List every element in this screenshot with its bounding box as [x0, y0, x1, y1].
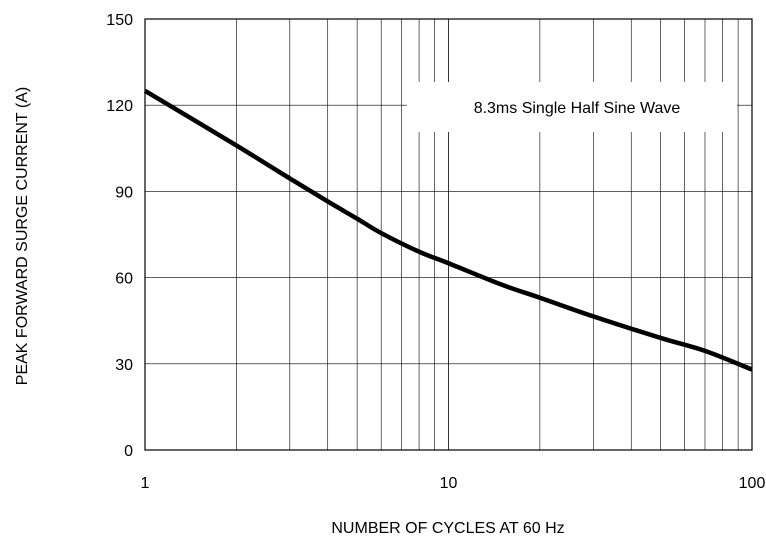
- x-tick-label: 10: [440, 475, 458, 492]
- annotation-text: 8.3ms Single Half Sine Wave: [474, 100, 681, 117]
- x-tick-label: 100: [739, 475, 766, 492]
- y-tick-label: 0: [124, 443, 133, 460]
- plot-frame: [144, 18, 753, 451]
- x-axis-title: NUMBER OF CYCLES AT 60 Hz: [331, 520, 564, 537]
- y-tick-label: 120: [106, 98, 133, 115]
- x-tick-label: 1: [141, 475, 150, 492]
- y-tick-label: 150: [106, 12, 133, 29]
- annotation-box: 8.3ms Single Half Sine Wave: [407, 82, 737, 132]
- y-tick-label: 90: [115, 184, 133, 201]
- annotation-background: [407, 82, 737, 132]
- series: [143, 88, 753, 372]
- y-axis-title: PEAK FORWARD SURGE CURRENT (A): [14, 87, 31, 385]
- y-tick-label: 30: [115, 357, 133, 374]
- y-ticks: 0 30 60 90 120 150: [106, 12, 133, 460]
- y-tick-label: 60: [115, 271, 133, 288]
- x-ticks: 1 10 100: [141, 475, 766, 492]
- series-line-0: [143, 88, 753, 372]
